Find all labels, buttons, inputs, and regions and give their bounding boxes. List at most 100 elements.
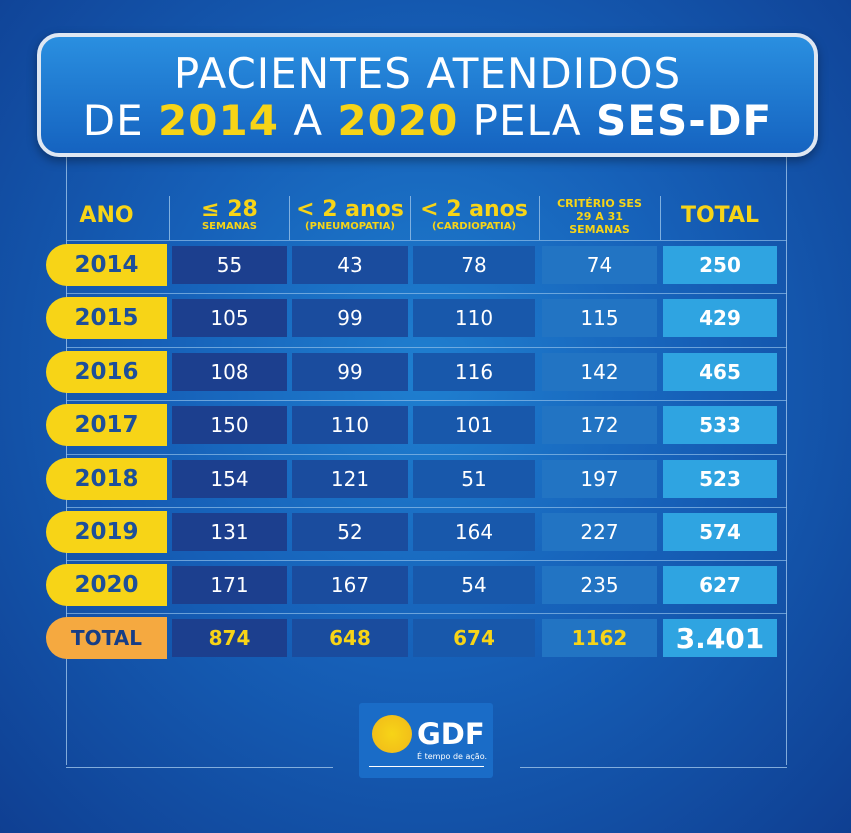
table-cell: 131 <box>172 513 287 551</box>
year-label: 2017 <box>46 404 167 447</box>
table-row: 2015 105 99 110 115 429 <box>46 297 787 340</box>
row-total-cell: 523 <box>663 459 777 498</box>
row-divider <box>66 507 787 508</box>
title-word: PELA <box>472 96 582 145</box>
table-row: 2018 154 121 51 197 523 <box>46 457 787 500</box>
table-cell: 197 <box>542 459 657 498</box>
year-label: 2016 <box>46 350 167 393</box>
tree-icon <box>372 715 412 753</box>
column-header-main: < 2 anos <box>296 197 404 222</box>
row-total-cell: 533 <box>663 406 777 445</box>
table-cell: 227 <box>542 513 657 551</box>
table-cell: 235 <box>542 566 657 605</box>
row-divider <box>66 346 787 348</box>
row-total-cell: 250 <box>663 246 777 284</box>
table-cell: 105 <box>172 299 287 338</box>
row-divider <box>66 453 787 455</box>
table-cell: 99 <box>292 352 408 391</box>
table-cell: 43 <box>292 246 408 284</box>
column-header-main: TOTAL <box>680 203 760 228</box>
logo-name: GDF <box>417 717 485 751</box>
logo-slogan: É tempo de ação. <box>417 752 488 761</box>
table-row: 2017 150 110 101 172 533 <box>46 404 787 447</box>
column-header-main: < 2 anos <box>420 197 528 222</box>
row-total-cell: 429 <box>663 299 777 338</box>
title-word: DE <box>82 96 144 145</box>
header-separator <box>539 196 540 240</box>
year-label: 2014 <box>46 244 167 286</box>
column-header-sub: 29 A 31 <box>576 209 623 223</box>
table-cell: 142 <box>542 352 657 391</box>
title-org: SES-DF <box>596 96 773 145</box>
frame-left-line <box>66 150 67 765</box>
table-cell: 99 <box>292 299 408 338</box>
frame-right-line <box>786 150 787 765</box>
table-row: 2019 131 52 164 227 574 <box>46 511 787 553</box>
header-separator <box>289 196 290 240</box>
table-cell: 110 <box>413 299 535 338</box>
table-cell: 116 <box>413 352 535 391</box>
column-header: ANO <box>46 190 167 242</box>
header-separator <box>169 196 170 240</box>
table-cell: 54 <box>413 566 535 605</box>
column-header-sub: (PNEUMOPATIA) <box>305 221 395 232</box>
frame-bottom-line <box>520 767 787 768</box>
column-header-sub: (CARDIOPATIA) <box>431 221 517 232</box>
row-divider <box>66 560 787 562</box>
year-label: 2019 <box>46 511 167 553</box>
title-line-1: PACIENTES ATENDIDOS <box>173 49 682 98</box>
row-total-cell: 465 <box>663 352 777 391</box>
table-cell: 51 <box>413 459 535 498</box>
row-total-cell: 627 <box>663 566 777 605</box>
total-label: TOTAL <box>46 617 167 659</box>
table-cell: 55 <box>172 246 287 284</box>
year-label: 2020 <box>46 564 167 607</box>
table-cell: 150 <box>172 406 287 445</box>
table-cell: 52 <box>292 513 408 551</box>
row-total-cell: 3.401 <box>663 619 777 657</box>
table-cell: 115 <box>542 299 657 338</box>
title-year-from: 2014 <box>158 96 279 145</box>
year-label: 2015 <box>46 297 167 340</box>
table-cell: 167 <box>292 566 408 605</box>
logo-ground-line <box>369 766 484 767</box>
title-banner: PACIENTES ATENDIDOS DE 2014 A 2020 PELA … <box>37 33 818 157</box>
table-row: 2016 108 99 116 142 465 <box>46 350 787 393</box>
column-header-sub: SEMANAS <box>569 222 630 236</box>
table-cell: 171 <box>172 566 287 605</box>
table-cell: 78 <box>413 246 535 284</box>
table-cell: 154 <box>172 459 287 498</box>
header-separator <box>410 196 411 240</box>
table-cell: 164 <box>413 513 535 551</box>
title-year-to: 2020 <box>337 96 459 145</box>
table-row: 2020 171 167 54 235 627 <box>46 564 787 607</box>
table-cell: 74 <box>542 246 657 284</box>
table-cell: 172 <box>542 406 657 445</box>
title-line-2: DE 2014 A 2020 PELA SES-DF <box>41 97 814 145</box>
row-divider <box>66 613 787 614</box>
column-header-sub: SEMANAS <box>201 221 258 232</box>
table-cell: 1162 <box>542 619 657 657</box>
frame-bottom-line <box>66 767 333 768</box>
table-cell: 121 <box>292 459 408 498</box>
column-header-main: CRITÉRIO SES <box>557 196 642 210</box>
column-header: TOTAL <box>663 190 777 242</box>
table-cell: 110 <box>292 406 408 445</box>
table-cell: 648 <box>292 619 408 657</box>
year-label: 2018 <box>46 457 167 500</box>
table-cell: 674 <box>413 619 535 657</box>
table-row: 2014 55 43 78 74 250 <box>46 244 787 286</box>
table-cell: 101 <box>413 406 535 445</box>
column-header: < 2 anos (CARDIOPATIA) <box>413 190 535 242</box>
column-header-main: ANO <box>79 203 134 228</box>
row-divider <box>66 240 787 241</box>
row-divider <box>66 400 787 402</box>
row-total-cell: 574 <box>663 513 777 551</box>
table-cell: 108 <box>172 352 287 391</box>
row-divider <box>66 293 787 295</box>
totals-row: TOTAL 874 648 674 1162 3.401 <box>46 617 787 659</box>
column-header: ≤ 28 SEMANAS <box>172 190 287 242</box>
column-header: < 2 anos (PNEUMOPATIA) <box>292 190 408 242</box>
column-header: CRITÉRIO SES 29 A 31 SEMANAS <box>542 190 657 242</box>
gdf-logo: GDF É tempo de ação. <box>359 703 493 778</box>
